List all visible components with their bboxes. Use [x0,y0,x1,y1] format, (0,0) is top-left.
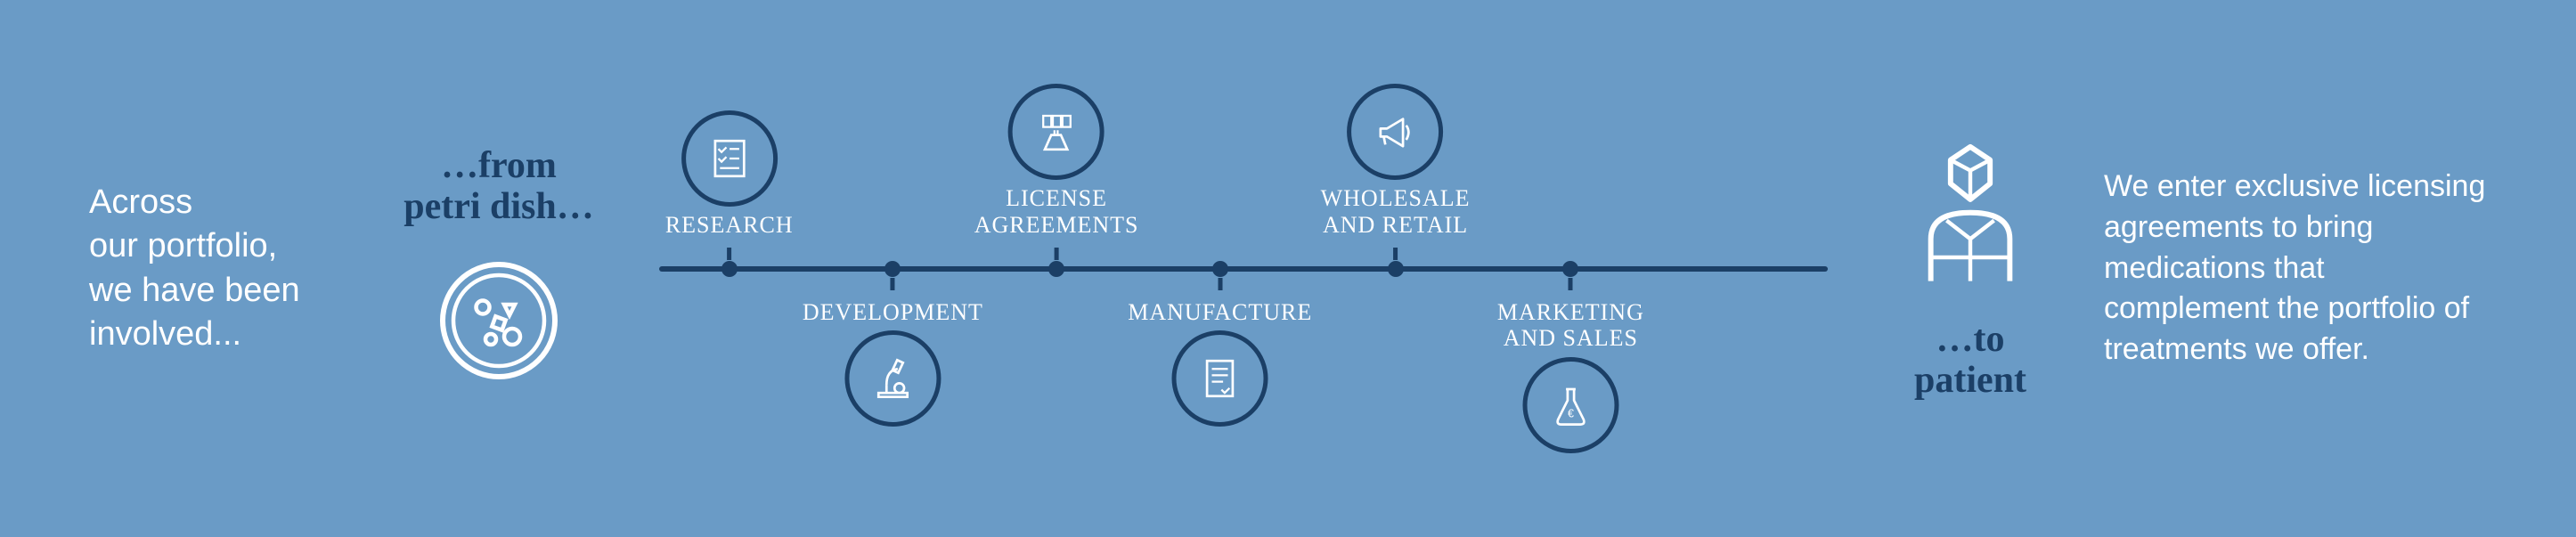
timeline-step: RESEARCH [665,110,794,269]
step-label: RESEARCH [665,212,794,239]
step-label: LICENSE AGREEMENTS [974,185,1139,239]
test-tubes-icon [1008,84,1105,180]
to-label: …to patient [1863,319,2077,401]
document-icon [1172,330,1268,427]
step-connector [891,278,895,290]
step-connector [727,248,731,260]
step-label: DEVELOPMENT [803,299,983,326]
timeline-step: MARKETING AND SALES € [1497,269,1644,454]
step-connector [1218,278,1222,290]
microscope-icon [844,330,941,427]
outro-text: We enter exclusive licensing agreements … [2104,167,2487,370]
to-section: …to patient [1863,136,2077,401]
timeline-step: MANUFACTURE [1128,269,1312,427]
checklist-icon [681,110,778,207]
flask-icon: € [1522,357,1618,453]
petri-dish-icon [432,254,566,392]
from-label: …from petri dish… [374,145,624,227]
from-section: …from petri dish… [374,145,624,392]
intro-text: Across our portfolio, we have been invol… [89,181,374,357]
infographic-container: Across our portfolio, we have been invol… [0,0,2576,537]
timeline: RESEARCH DEVELOPMENT LICENSE AGREEMENTS MAN… [659,109,1828,429]
step-label: WHOLESALE AND RETAIL [1321,185,1471,239]
step-connector [1393,248,1398,260]
patient-icon [1903,136,2037,292]
step-label: MARKETING AND SALES [1497,299,1644,353]
megaphone-icon [1348,84,1444,180]
step-connector [1055,248,1059,260]
timeline-step: LICENSE AGREEMENTS [974,84,1139,269]
svg-text:€: € [1568,408,1574,420]
timeline-step: DEVELOPMENT [803,269,983,427]
step-label: MANUFACTURE [1128,299,1312,326]
step-connector [1569,278,1573,290]
timeline-step: WHOLESALE AND RETAIL [1321,84,1471,269]
